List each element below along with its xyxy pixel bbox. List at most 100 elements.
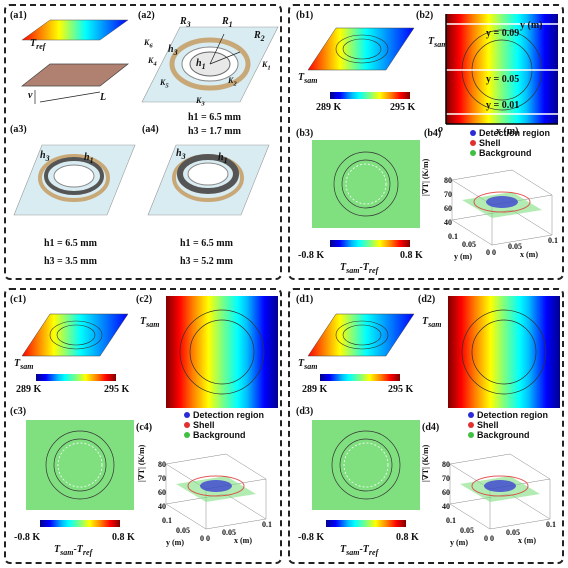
a4-sym-h3: h3	[176, 148, 186, 161]
b2-axis-y: y (m)	[520, 20, 543, 31]
a4-device-illustration	[147, 144, 270, 216]
b4-z-tick-70: 70	[444, 190, 452, 199]
c1-temperature-plate	[21, 313, 129, 357]
b4-legend: Detection region Shell Background	[470, 128, 550, 158]
b4-x-tick-005: 0.05	[508, 242, 522, 251]
d3-colorbar	[326, 520, 406, 527]
a1-copper-plate	[20, 63, 130, 104]
a2-device-illustration	[141, 26, 279, 103]
c4-x-tick-005: 0.05	[222, 528, 236, 537]
d4-x-tick-005: 0.05	[506, 528, 520, 537]
a4-sym-h1: h1	[218, 152, 228, 165]
c4-legend: Detection region Shell Background	[184, 410, 264, 440]
a3-sym-h3: h3	[40, 150, 50, 163]
a2-value-h1: h1 = 6.5 mm	[188, 112, 241, 123]
b2-temperature-field	[446, 14, 558, 124]
b2-line-y001: y = 0.01	[486, 100, 520, 111]
a1-tref-plate	[21, 19, 129, 41]
d4-origin-ticks: 0 0	[484, 534, 494, 543]
a2-sym-R1: R1	[222, 16, 233, 29]
a4-value-h3: h3 = 5.2 mm	[180, 256, 233, 267]
b3-bar-max: 0.8 K	[400, 250, 423, 261]
b1-colorbar-max: 295 K	[390, 102, 416, 113]
panel-d	[288, 288, 564, 564]
c3-difference-field	[26, 420, 134, 510]
c3-bar-min: -0.8 K	[14, 532, 41, 543]
c4-z-tick-80: 80	[158, 460, 166, 469]
a2-sym-K4: K4	[148, 56, 157, 68]
a2-sym-R3: R3	[180, 16, 191, 29]
d1-temperature-plate	[307, 313, 415, 357]
b2-line-y009: y = 0.09	[486, 28, 520, 39]
a2-value-h3: h3 = 1.7 mm	[188, 126, 241, 137]
panel-b	[288, 4, 564, 280]
d1-tsam-label: Tsam	[298, 358, 318, 371]
a2-sym-h1: h1	[196, 58, 206, 71]
c4-3d-plot	[165, 453, 267, 530]
d4-y-tick-01: 0.1	[446, 516, 456, 525]
c4-origin-ticks: 0 0	[200, 534, 210, 543]
d4-legend: Detection region Shell Background	[468, 410, 548, 440]
d3-bar-min: -0.8 K	[298, 532, 325, 543]
c4-z-label: |∇T| (K/m)	[137, 444, 146, 482]
c4-z-tick-60: 60	[158, 488, 166, 497]
d3-overlay	[331, 430, 401, 500]
d2-temperature-field	[448, 296, 560, 408]
d4-z-tick-70: 70	[442, 474, 450, 483]
a2-sym-K6: K6	[144, 38, 153, 50]
b2-tsam-label: Tsam	[428, 36, 448, 49]
a1-dim-L: L	[100, 92, 107, 103]
b3-overlay	[333, 151, 399, 217]
a3-device-illustration	[13, 144, 136, 216]
b1-temperature-plate	[307, 27, 415, 71]
d4-x-label: x (m)	[518, 536, 536, 545]
b4-z-tick-60: 60	[444, 204, 452, 213]
d4-z-label: |∇T| (K/m)	[421, 444, 430, 482]
label-b3: (b3)	[296, 128, 314, 139]
c2-overlay	[179, 309, 265, 395]
b4-origin-ticks: 0 0	[486, 248, 496, 257]
d4-x-tick-01: 0.1	[546, 520, 556, 529]
b3-difference-field	[312, 140, 420, 228]
d1-colorbar	[320, 374, 400, 381]
label-b1: (b1)	[296, 10, 314, 21]
d3-bar-max: 0.8 K	[396, 532, 419, 543]
c1-tsam-label: Tsam	[14, 358, 34, 371]
d4-y-label: y (m)	[450, 538, 468, 547]
panel-a	[4, 4, 282, 280]
c4-x-label: x (m)	[234, 536, 252, 545]
a2-sym-K2: K2	[228, 76, 237, 88]
c2-temperature-field	[166, 296, 278, 408]
b4-3d-plot	[451, 169, 553, 246]
d4-y-tick-005: 0.05	[460, 526, 474, 535]
a2-sym-K5: K5	[160, 78, 169, 90]
d4-z-tick-80: 80	[442, 460, 450, 469]
a1-tref-label: Tref	[30, 38, 46, 51]
c4-x-tick-01: 0.1	[262, 520, 272, 529]
d2-tsam-label: Tsam	[422, 316, 442, 329]
a2-sym-K1: K1	[262, 60, 271, 72]
b4-y-tick-01: 0.1	[448, 232, 458, 241]
label-a4: (a4)	[142, 124, 159, 135]
label-c2: (c2)	[136, 294, 153, 305]
c1-colorbar-min: 289 K	[16, 384, 42, 395]
b1-colorbar	[330, 92, 410, 99]
a4-value-h1: h1 = 6.5 mm	[180, 238, 233, 249]
label-a3: (a3)	[10, 124, 27, 135]
c3-bar-max: 0.8 K	[112, 532, 135, 543]
b1-tsam-label: Tsam	[298, 72, 318, 85]
c3-colorbar	[40, 520, 120, 527]
label-c3: (c3)	[10, 406, 27, 417]
d4-z-tick-40: 40	[442, 502, 450, 511]
c4-z-tick-70: 70	[158, 474, 166, 483]
c3-overlay	[45, 430, 115, 500]
a3-value-h3: h3 = 3.5 mm	[44, 256, 97, 267]
label-a1: (a1)	[10, 10, 27, 21]
b4-z-tick-80: 80	[444, 176, 452, 185]
b4-y-tick-005: 0.05	[462, 240, 476, 249]
b4-y-label: y (m)	[454, 252, 472, 261]
a2-sym-h3: h3	[168, 44, 178, 57]
label-c1: (c1)	[10, 294, 27, 305]
d4-z-tick-60: 60	[442, 488, 450, 497]
label-d4: (d4)	[422, 422, 440, 433]
